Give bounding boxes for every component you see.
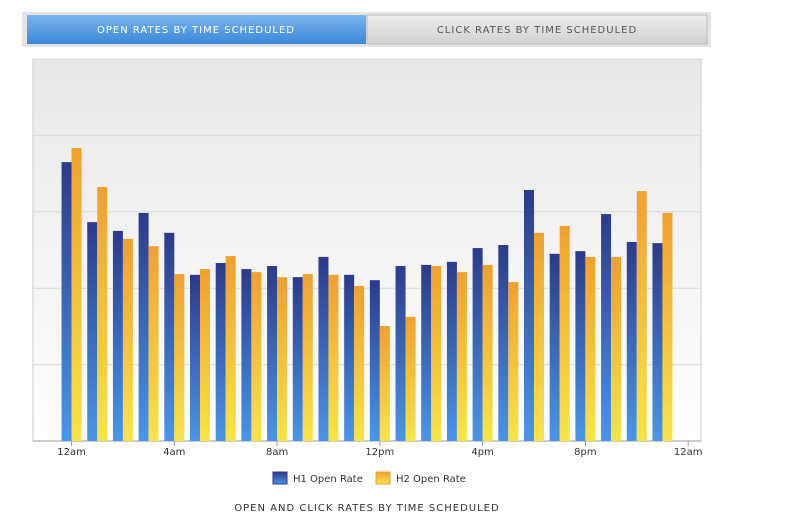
plot-area xyxy=(32,58,702,442)
bar xyxy=(112,230,123,441)
bar xyxy=(626,241,637,441)
x-tick-label: 4pm xyxy=(471,447,493,458)
bar xyxy=(446,261,457,441)
tab-label[interactable]: OPEN RATES BY TIME SCHEDULED xyxy=(97,25,295,36)
bar xyxy=(549,253,560,441)
bar xyxy=(472,248,483,441)
bar xyxy=(601,214,612,441)
bar xyxy=(369,280,380,441)
bar xyxy=(164,232,175,441)
tab-active[interactable] xyxy=(27,15,366,44)
bar xyxy=(148,246,159,441)
bar xyxy=(482,264,493,441)
bar xyxy=(292,277,303,441)
chart-title: OPEN AND CLICK RATES BY TIME SCHEDULED xyxy=(234,503,499,514)
bar xyxy=(405,316,416,441)
bar xyxy=(200,269,210,441)
bar xyxy=(431,266,442,441)
bar xyxy=(267,266,278,441)
bar xyxy=(122,238,133,441)
bar xyxy=(498,245,509,441)
x-tick-label: 12pm xyxy=(365,447,394,458)
bar xyxy=(277,277,288,441)
bar xyxy=(71,148,82,442)
bar xyxy=(662,212,673,441)
bar xyxy=(302,274,313,441)
legend-swatch xyxy=(375,471,391,485)
bar xyxy=(328,274,339,441)
bar xyxy=(585,256,596,441)
bar xyxy=(421,264,432,441)
bar xyxy=(524,190,534,441)
bar xyxy=(138,212,149,441)
x-tick-label: 8am xyxy=(266,447,288,458)
bar xyxy=(190,274,200,441)
bar xyxy=(87,222,98,441)
bar xyxy=(174,274,185,441)
bar xyxy=(534,232,544,441)
x-tick-label: 12am xyxy=(674,447,703,458)
legend-swatch xyxy=(272,471,288,485)
bar xyxy=(508,282,519,441)
tab-inactive[interactable] xyxy=(366,14,708,45)
bar xyxy=(97,186,108,441)
bar xyxy=(611,256,622,441)
bar xyxy=(636,191,647,441)
bar xyxy=(251,272,262,441)
bar xyxy=(652,243,663,441)
legend-label: H1 Open Rate xyxy=(293,474,363,485)
x-tick-label: 4am xyxy=(163,447,185,458)
bar xyxy=(344,274,355,441)
bar xyxy=(318,256,329,441)
bar xyxy=(225,256,236,441)
bar xyxy=(61,162,72,441)
bar xyxy=(354,285,365,441)
legend-label: H2 Open Rate xyxy=(396,474,466,485)
bar xyxy=(575,251,586,441)
x-tick-label: 8pm xyxy=(574,447,596,458)
bar xyxy=(559,225,570,441)
bar xyxy=(241,269,252,441)
bar xyxy=(215,262,226,441)
x-tick-label: 12am xyxy=(57,447,86,458)
bar xyxy=(379,326,390,441)
tab-label[interactable]: CLICK RATES BY TIME SCHEDULED xyxy=(437,25,637,36)
bar xyxy=(395,266,406,441)
bar xyxy=(456,272,467,441)
